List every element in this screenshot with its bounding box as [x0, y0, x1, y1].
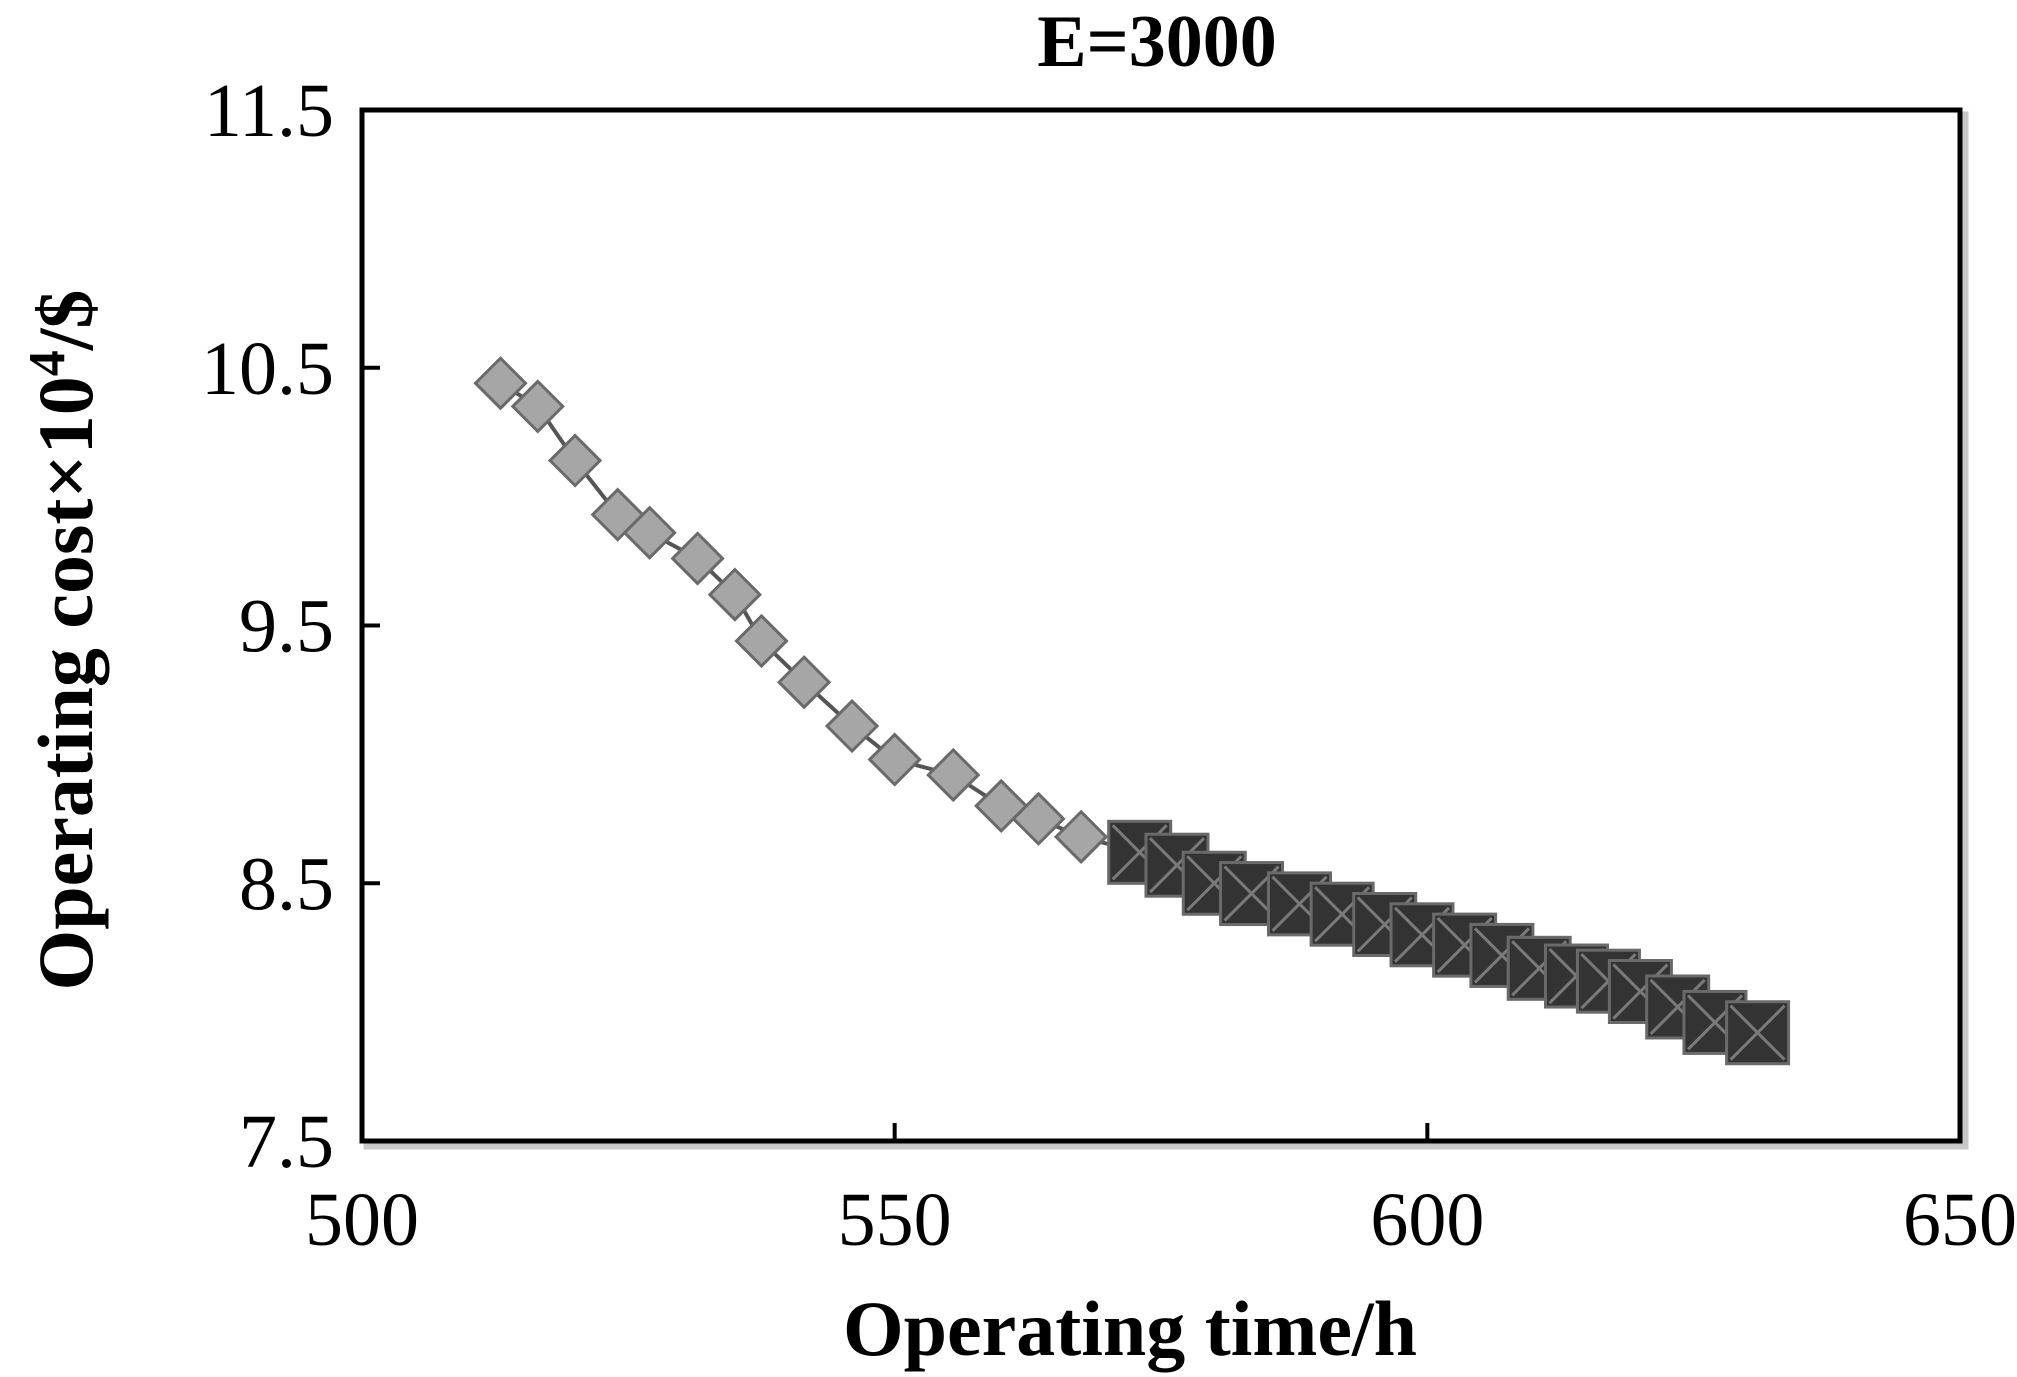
y-axis-label-main: Operating cost×10 [22, 376, 109, 990]
square-x-marker-cross [1729, 1004, 1786, 1061]
y-tick-label: 10.5 [201, 327, 334, 411]
diamond-marker [926, 747, 981, 803]
axes: 500 550 600 650 7.5 8.5 9.5 10.5 11.5 [201, 69, 2017, 1262]
diamond-marker [1011, 791, 1066, 846]
diamond-marker [707, 567, 762, 622]
y-axis-label: Operating cost×104/$ [19, 290, 110, 991]
x-tick-label: 500 [305, 1178, 419, 1262]
diamond-marker [547, 433, 603, 488]
diamond-marker [510, 379, 565, 434]
diamond-marker [1053, 809, 1109, 864]
diamond-marker [776, 655, 832, 710]
chart-title: E=3000 [1037, 1, 1277, 83]
y-tick-label: 9.5 [239, 585, 334, 669]
x-tick-label: 650 [1903, 1178, 2017, 1262]
y-tick-label: 8.5 [239, 842, 334, 926]
diamond-marker [824, 698, 880, 754]
diamond-marker [734, 613, 789, 669]
x-tick-label: 550 [838, 1178, 952, 1262]
plot-frame [359, 107, 1963, 1144]
diamond-marker [670, 531, 725, 586]
y-tick-label: 11.5 [204, 69, 334, 153]
series-markers [473, 356, 1791, 1066]
y-tick-label: 7.5 [239, 1100, 334, 1184]
diamond-marker [622, 505, 677, 560]
square-x-marker [1725, 1000, 1791, 1066]
y-axis-label-sup: 4 [19, 350, 76, 376]
x-axis-label: Operating time/h [843, 1285, 1417, 1372]
x-tick-label: 600 [1370, 1178, 1484, 1262]
y-axis-label-tail: /$ [22, 290, 109, 352]
diamond-marker [473, 356, 528, 411]
diamond-marker [867, 732, 922, 787]
